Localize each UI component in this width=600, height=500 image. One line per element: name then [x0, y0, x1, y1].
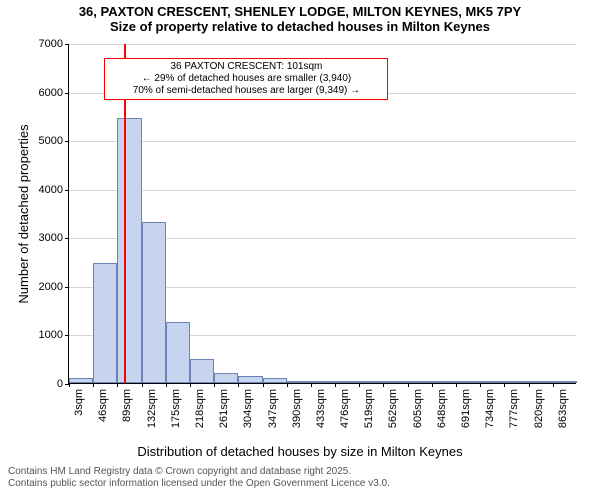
xtick-label: 476sqm	[339, 389, 351, 428]
xtick-mark	[335, 383, 336, 387]
xtick-label: 605sqm	[412, 389, 424, 428]
annotation-line: 70% of semi-detached houses are larger (…	[111, 85, 381, 97]
y-axis-label: Number of detached properties	[16, 124, 31, 303]
xtick-mark	[142, 383, 143, 387]
xtick-label: 648sqm	[436, 389, 448, 428]
grid-line	[69, 44, 576, 45]
ytick-label: 2000	[39, 281, 69, 293]
ytick-label: 0	[57, 378, 69, 390]
xtick-label: 132sqm	[146, 389, 158, 428]
histogram-bar	[142, 222, 166, 383]
grid-line	[69, 141, 576, 142]
chart-title-line2: Size of property relative to detached ho…	[0, 19, 600, 38]
xtick-label: 304sqm	[242, 389, 254, 428]
histogram-bar	[214, 373, 238, 383]
xtick-label: 218sqm	[194, 389, 206, 428]
xtick-mark	[311, 383, 312, 387]
xtick-label: 347sqm	[267, 389, 279, 428]
xtick-mark	[480, 383, 481, 387]
xtick-label: 820sqm	[533, 389, 545, 428]
annotation-box: 36 PAXTON CRESCENT: 101sqm← 29% of detac…	[104, 58, 388, 100]
credits-block: Contains HM Land Registry data © Crown c…	[0, 464, 600, 492]
xtick-label: 519sqm	[363, 389, 375, 428]
grid-line	[69, 190, 576, 191]
histogram-bar	[553, 381, 577, 383]
ytick-label: 5000	[39, 135, 69, 147]
xtick-label: 863sqm	[557, 389, 569, 428]
xtick-label: 390sqm	[291, 389, 303, 428]
xtick-label: 433sqm	[315, 389, 327, 428]
xtick-label: 261sqm	[218, 389, 230, 428]
plot-area: 010002000300040005000600070003sqm46sqm89…	[68, 44, 576, 384]
annotation-line: ← 29% of detached houses are smaller (3,…	[111, 73, 381, 85]
xtick-label: 89sqm	[121, 389, 133, 422]
xtick-mark	[456, 383, 457, 387]
xtick-mark	[432, 383, 433, 387]
xtick-mark	[504, 383, 505, 387]
ytick-label: 7000	[39, 38, 69, 50]
xtick-mark	[190, 383, 191, 387]
histogram-bar	[69, 378, 93, 383]
xtick-mark	[529, 383, 530, 387]
histogram-bar	[529, 381, 553, 383]
ytick-label: 3000	[39, 232, 69, 244]
ytick-label: 1000	[39, 329, 69, 341]
credits-line2: Contains public sector information licen…	[8, 478, 592, 490]
chart-title-line1: 36, PAXTON CRESCENT, SHENLEY LODGE, MILT…	[0, 0, 600, 19]
histogram-bar	[287, 381, 311, 383]
x-axis-label: Distribution of detached houses by size …	[0, 444, 600, 459]
histogram-bar	[93, 263, 117, 383]
histogram-bar	[263, 378, 287, 383]
xtick-mark	[553, 383, 554, 387]
histogram-bar	[432, 381, 456, 383]
histogram-bar	[190, 359, 214, 383]
ytick-label: 6000	[39, 87, 69, 99]
histogram-bar	[311, 381, 335, 383]
xtick-mark	[117, 383, 118, 387]
xtick-mark	[93, 383, 94, 387]
xtick-label: 777sqm	[508, 389, 520, 428]
histogram-bar	[335, 381, 359, 383]
chart-container: 36, PAXTON CRESCENT, SHENLEY LODGE, MILT…	[0, 0, 600, 500]
xtick-label: 175sqm	[170, 389, 182, 428]
histogram-bar	[456, 381, 480, 383]
xtick-mark	[238, 383, 239, 387]
xtick-mark	[263, 383, 264, 387]
xtick-mark	[69, 383, 70, 387]
xtick-mark	[408, 383, 409, 387]
xtick-label: 46sqm	[97, 389, 109, 422]
histogram-bar	[359, 381, 383, 383]
xtick-label: 691sqm	[460, 389, 472, 428]
xtick-mark	[214, 383, 215, 387]
annotation-line: 36 PAXTON CRESCENT: 101sqm	[111, 61, 381, 73]
histogram-bar	[480, 381, 504, 383]
xtick-label: 734sqm	[484, 389, 496, 428]
histogram-bar	[117, 118, 141, 383]
xtick-label: 562sqm	[387, 389, 399, 428]
xtick-mark	[359, 383, 360, 387]
xtick-mark	[166, 383, 167, 387]
xtick-label: 3sqm	[73, 389, 85, 416]
histogram-bar	[238, 376, 262, 383]
xtick-mark	[383, 383, 384, 387]
credits-line1: Contains HM Land Registry data © Crown c…	[8, 466, 592, 478]
xtick-mark	[287, 383, 288, 387]
histogram-bar	[383, 381, 407, 383]
histogram-bar	[408, 381, 432, 383]
histogram-bar	[504, 381, 528, 383]
histogram-bar	[166, 322, 190, 383]
ytick-label: 4000	[39, 184, 69, 196]
